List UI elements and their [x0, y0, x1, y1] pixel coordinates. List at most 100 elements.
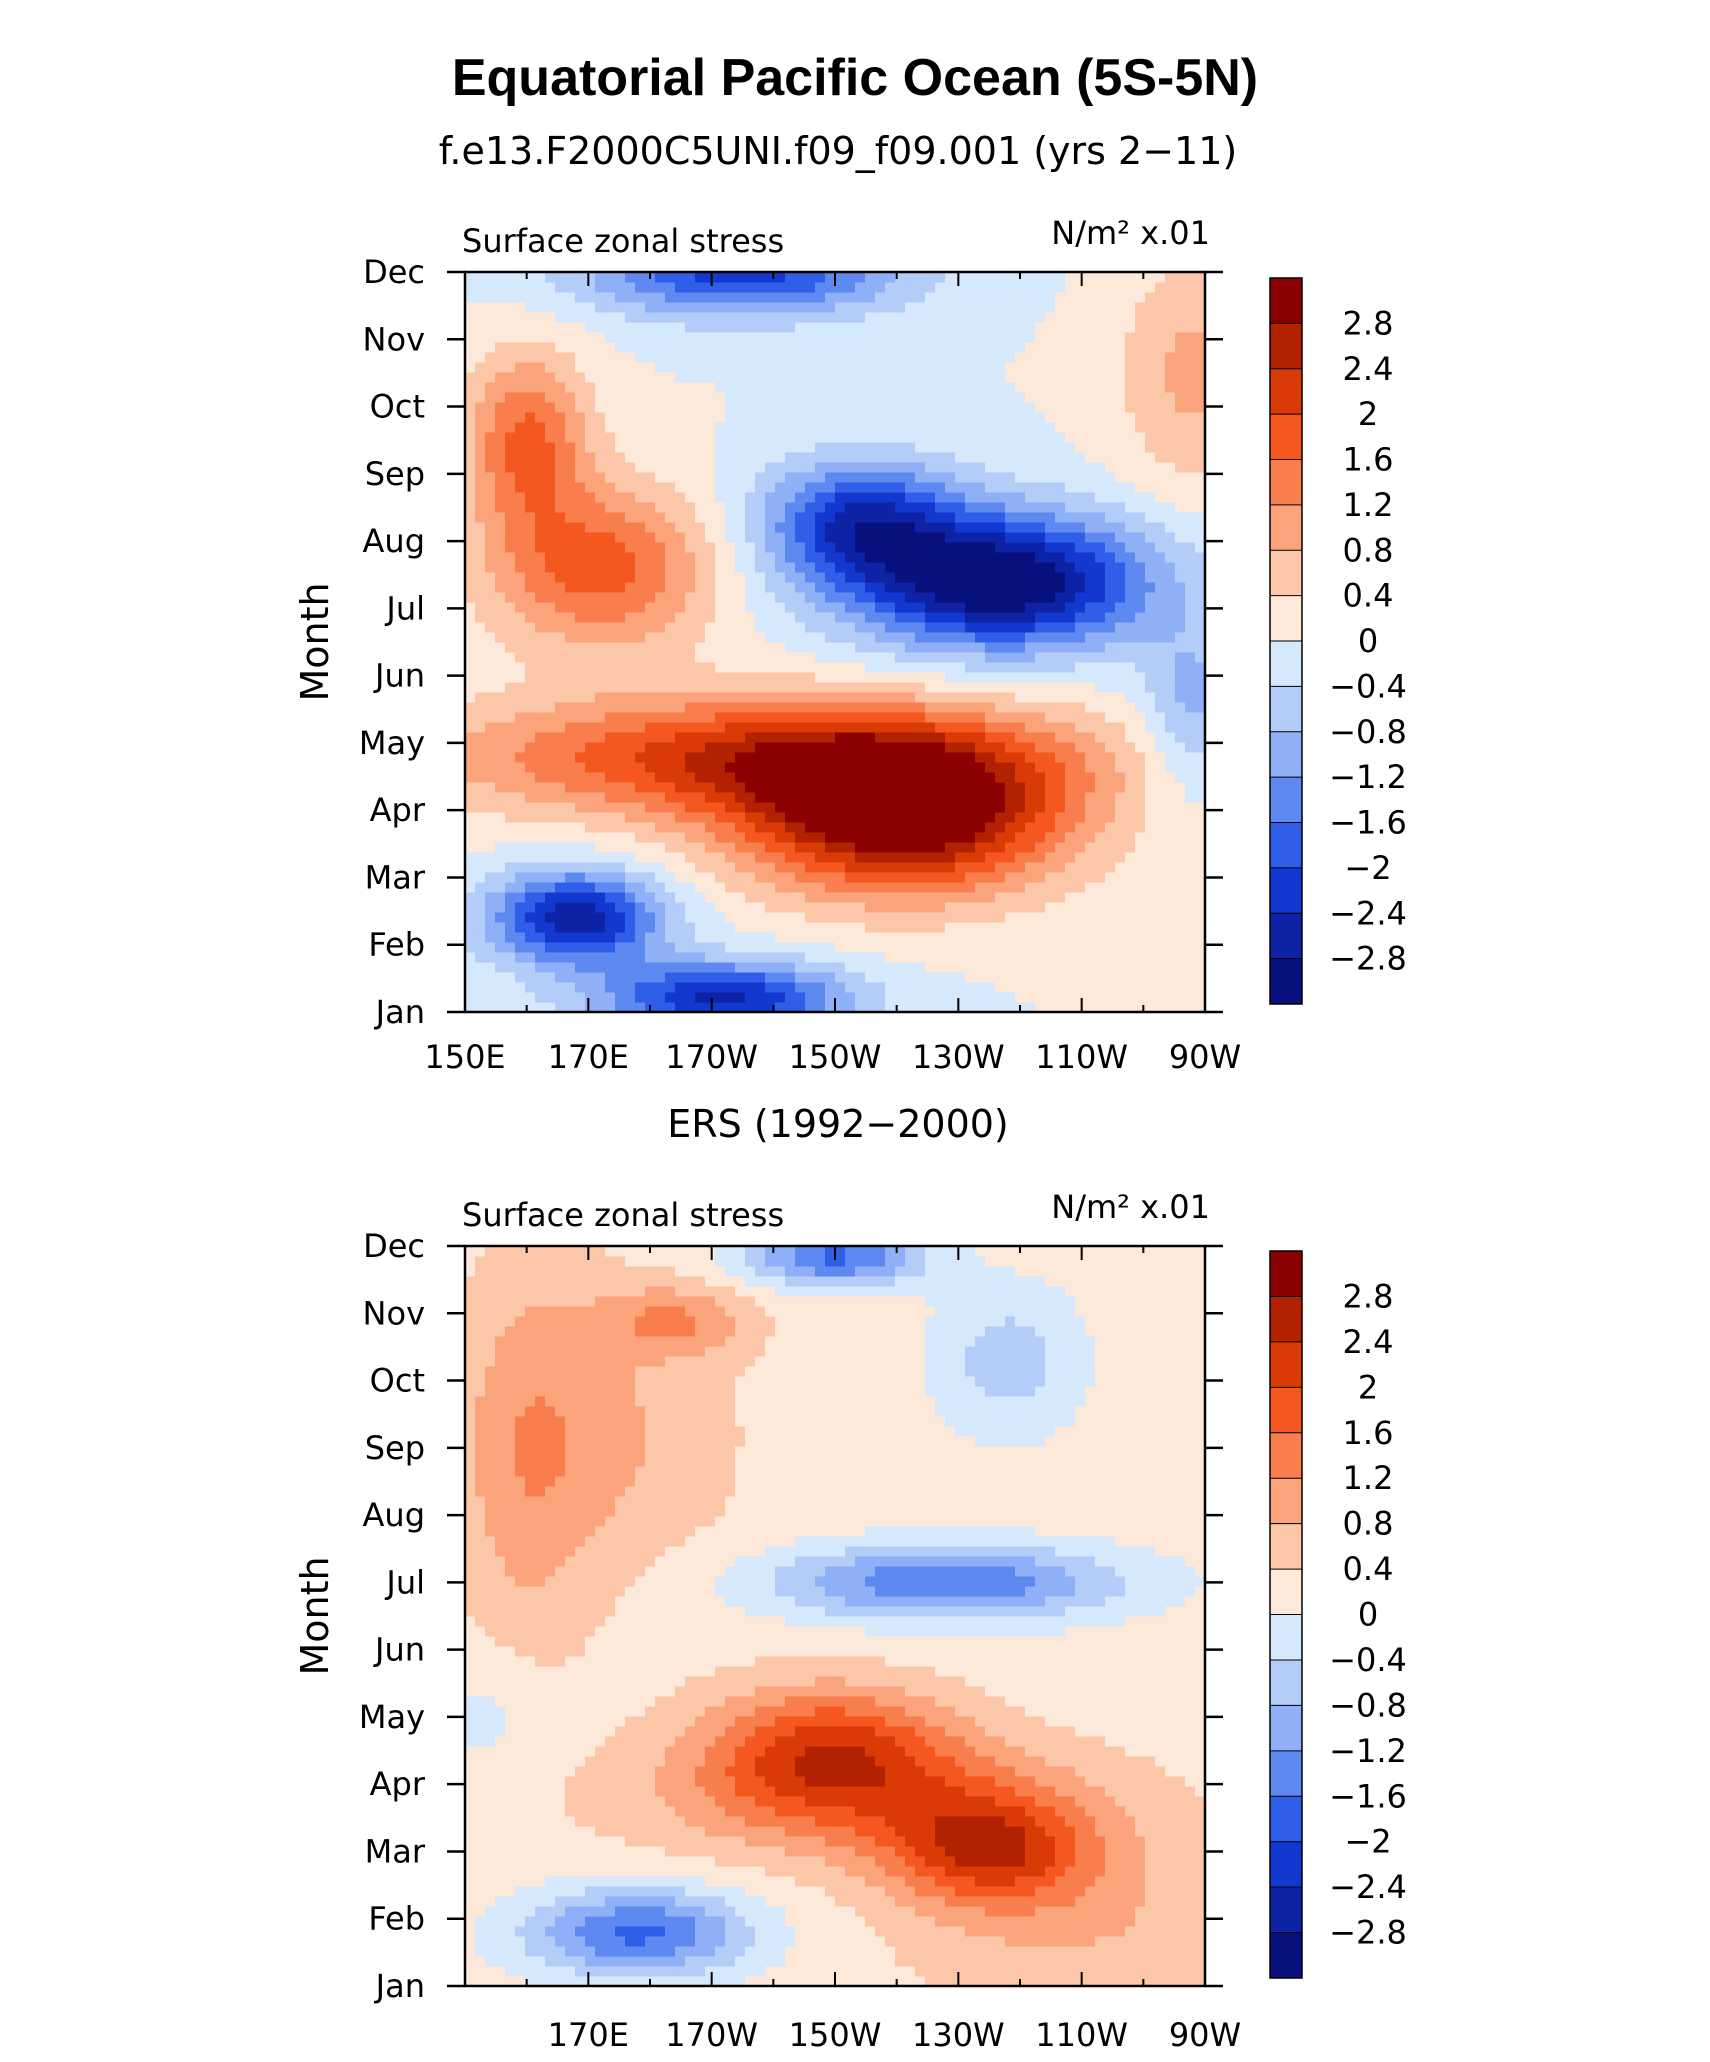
- x-tick-label: 170W: [665, 2016, 758, 2054]
- colorbar-label: −1.2: [1329, 758, 1407, 796]
- colorbar-label: 0.4: [1343, 1550, 1394, 1588]
- x-tick-label: 90W: [1169, 2016, 1241, 2054]
- colorbar-label: 0: [1358, 1596, 1378, 1634]
- y-tick-label: Aug: [363, 522, 425, 560]
- colorbar-box: [1270, 958, 1302, 1005]
- colorbar-label: 2: [1358, 395, 1378, 433]
- colorbar-box: [1270, 1887, 1302, 1934]
- main-title: Equatorial Pacific Ocean (5S-5N): [451, 49, 1259, 107]
- colorbar-label: 0.4: [1343, 577, 1394, 615]
- x-tick-label: 110W: [1035, 2016, 1128, 2054]
- colorbar-box: [1270, 414, 1302, 461]
- colorbar-label: −0.8: [1329, 713, 1407, 751]
- y-tick-label: Mar: [365, 1832, 426, 1870]
- colorbar-label: −2: [1344, 849, 1391, 887]
- colorbar-box: [1270, 1296, 1302, 1343]
- colorbar-label: −0.8: [1329, 1686, 1407, 1724]
- colorbar-box: [1270, 867, 1302, 914]
- colorbar-label: 1.6: [1343, 441, 1394, 479]
- colorbar-box: [1270, 1932, 1302, 1979]
- colorbar-box: [1270, 1569, 1302, 1615]
- colorbar-box: [1270, 822, 1302, 869]
- units-label: N/m² x.01: [1051, 214, 1210, 252]
- panel-2: 170E 170W 150W 130W 110W 90W Jan Feb Mar Apr May Ju…: [293, 1102, 1407, 2054]
- y-axis-label: Month: [293, 1556, 337, 1675]
- y-tick-label: Jul: [384, 589, 425, 627]
- colorbar-box: [1270, 641, 1302, 687]
- y-tick-label: Sep: [365, 1429, 425, 1467]
- colorbar-box: [1270, 504, 1302, 551]
- x-tick-label: 110W: [1035, 1038, 1128, 1076]
- colorbar-box: [1270, 323, 1302, 370]
- y-tick-label: Dec: [363, 253, 425, 291]
- y-tick-label: Sep: [365, 455, 425, 493]
- y-tick-label: Jan: [374, 993, 425, 1031]
- colorbar-box: [1270, 731, 1302, 778]
- variable-label: Surface zonal stress: [462, 1196, 784, 1234]
- y-tick-label: Apr: [370, 1765, 426, 1803]
- colorbar-label: −2: [1344, 1823, 1391, 1861]
- x-tick-label: 170E: [548, 2016, 629, 2054]
- colorbar-label: −2.8: [1329, 940, 1407, 978]
- colorbar-label: 2.8: [1343, 1277, 1394, 1315]
- panel-title: ERS (1992−2000): [667, 1102, 1009, 1146]
- colorbar-label: −1.2: [1329, 1732, 1407, 1770]
- colorbar-box: [1270, 1387, 1302, 1434]
- colorbar-box: [1270, 1614, 1302, 1661]
- colorbar-box: [1270, 1841, 1302, 1888]
- y-axis-label: Month: [293, 582, 337, 701]
- y-tick-label: Apr: [370, 791, 426, 829]
- x-tick-label: 130W: [912, 1038, 1005, 1076]
- colorbar-label: 1.2: [1343, 486, 1394, 524]
- colorbar-box: [1270, 1796, 1302, 1843]
- units-label: N/m² x.01: [1051, 1188, 1210, 1226]
- y-tick-label: Feb: [368, 1900, 425, 1938]
- colorbar-box: [1270, 550, 1302, 597]
- x-tick-label: 150W: [789, 1038, 882, 1076]
- x-tick-label: 130W: [912, 2016, 1005, 2054]
- colorbar-label: 2: [1358, 1368, 1378, 1406]
- colorbar-box: [1270, 1659, 1302, 1706]
- colorbar-box: [1270, 278, 1302, 324]
- y-tick-label: May: [359, 724, 425, 762]
- heatmap-cells: [465, 1246, 1206, 1987]
- y-tick-label: Jun: [373, 1631, 425, 1669]
- x-tick-label: 150W: [789, 2016, 882, 2054]
- colorbar-box: [1270, 368, 1302, 415]
- colorbar-box: [1270, 686, 1302, 733]
- colorbar-box: [1270, 1251, 1302, 1297]
- colorbar-box: [1270, 459, 1302, 506]
- colorbar-label: 1.2: [1343, 1459, 1394, 1497]
- y-tick-label: Nov: [363, 1294, 425, 1332]
- colorbar-label: −2.4: [1329, 894, 1407, 932]
- panel-title: f.e13.F2000C5UNI.f09_f09.001 (yrs 2−11): [439, 129, 1237, 173]
- panel-1: 150E 170E 170W 150W 130W 110W 90W Jan Feb Mar Apr M…: [293, 129, 1407, 1076]
- colorbar-box: [1270, 777, 1302, 824]
- y-tick-label: Dec: [363, 1227, 425, 1265]
- y-tick-label: Jun: [373, 657, 425, 695]
- colorbar-box: [1270, 913, 1302, 960]
- colorbar-label: −1.6: [1329, 804, 1407, 842]
- colorbar-label: −1.6: [1329, 1777, 1407, 1815]
- colorbar-box: [1270, 1523, 1302, 1570]
- y-tick-label: Aug: [363, 1496, 425, 1534]
- y-tick-label: Oct: [370, 1362, 425, 1400]
- y-tick-label: Nov: [363, 320, 425, 358]
- colorbar-label: 2.4: [1343, 350, 1394, 388]
- colorbar-label: 0: [1358, 622, 1378, 660]
- x-tick-label: 170E: [548, 1038, 629, 1076]
- y-tick-label: May: [359, 1698, 425, 1736]
- colorbar-box: [1270, 1478, 1302, 1525]
- y-tick-label: Mar: [365, 858, 426, 896]
- colorbar-label: 1.6: [1343, 1414, 1394, 1452]
- colorbar-box: [1270, 595, 1302, 642]
- colorbar-box: [1270, 1432, 1302, 1479]
- colorbar-label: 2.4: [1343, 1323, 1394, 1361]
- y-tick-label: Jan: [374, 1967, 425, 2005]
- x-tick-label: 90W: [1169, 1038, 1241, 1076]
- colorbar-label: −2.4: [1329, 1868, 1407, 1906]
- colorbar-label: −0.4: [1329, 667, 1407, 705]
- variable-label: Surface zonal stress: [462, 222, 784, 260]
- y-tick-label: Jul: [384, 1563, 425, 1601]
